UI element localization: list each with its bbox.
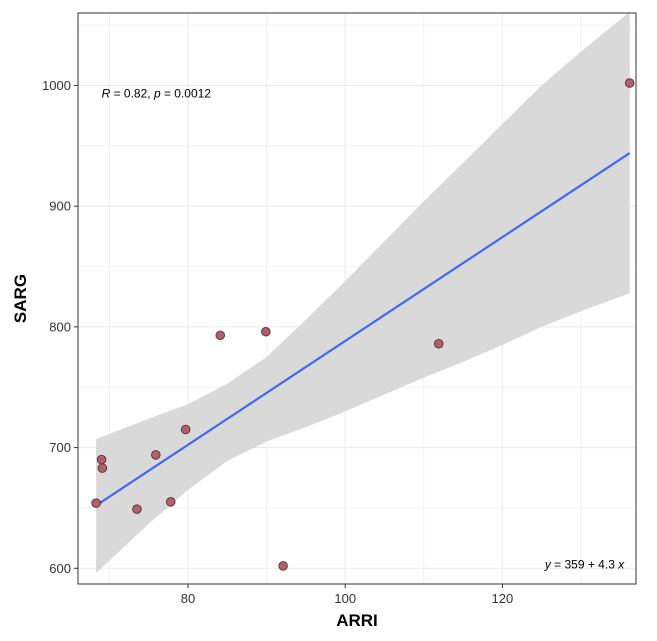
- y-tick-label: 800: [49, 319, 71, 334]
- panel-border: [77, 12, 637, 585]
- stat-r-value: = 0.82,: [110, 87, 154, 101]
- equation-annotation: y = 359 + 4.3 x: [544, 557, 625, 571]
- y-axis-title: SARG: [11, 274, 30, 323]
- eq-x-symbol: x: [617, 557, 625, 571]
- y-tick-label: 600: [49, 561, 71, 576]
- data-points: [91, 78, 635, 571]
- stat-p-symbol: p: [153, 87, 161, 101]
- x-tick-label: 80: [181, 591, 195, 606]
- data-point: [261, 326, 271, 337]
- x-axis-ticks: 80 100 120: [181, 584, 513, 606]
- eq-y-symbol: y: [544, 557, 552, 571]
- y-tick-label: 700: [49, 440, 71, 455]
- data-point: [151, 450, 161, 460]
- data-point: [91, 498, 101, 508]
- stat-r-symbol: R: [102, 87, 111, 101]
- data-point: [132, 504, 142, 514]
- data-point: [165, 497, 176, 507]
- correlation-annotation: R = 0.82, p = 0.0012: [102, 87, 212, 101]
- data-point: [96, 454, 107, 465]
- y-tick-label: 900: [49, 199, 71, 214]
- data-point: [624, 78, 635, 88]
- data-point: [433, 339, 444, 349]
- regression-line: [95, 152, 631, 507]
- data-point: [278, 561, 288, 571]
- confidence-band: [96, 11, 630, 574]
- y-tick-label: 1000: [42, 78, 71, 93]
- x-tick-label: 120: [492, 591, 514, 606]
- x-axis-title: ARRI: [336, 611, 378, 630]
- data-point: [215, 330, 226, 341]
- stat-p-value: = 0.0012: [161, 87, 212, 101]
- y-axis-ticks: 600 700 800 900 1000: [42, 78, 78, 576]
- eq-body: = 359 + 4.3: [551, 557, 618, 571]
- data-point: [97, 463, 108, 473]
- x-tick-label: 100: [334, 591, 356, 606]
- data-point: [180, 424, 191, 435]
